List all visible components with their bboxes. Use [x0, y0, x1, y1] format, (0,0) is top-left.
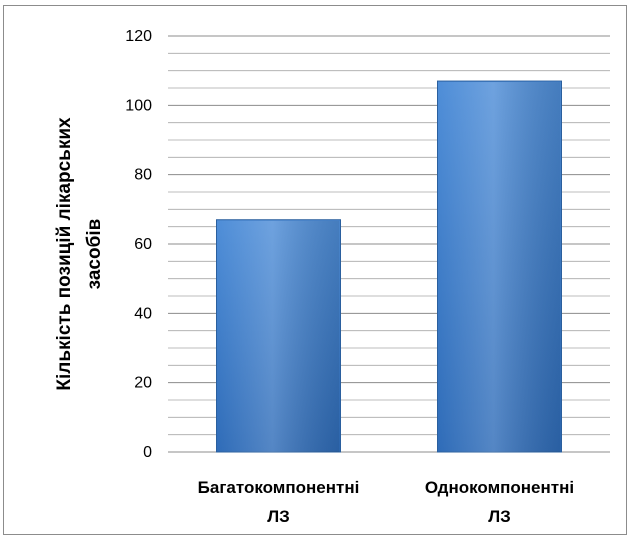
y-tick-label: 120 [125, 28, 152, 45]
y-tick-label: 40 [134, 305, 152, 322]
bars [216, 80, 562, 453]
y-axis-title: засобів [84, 219, 105, 290]
labels: 0 20 40 60 80 100 120 Багатокомпонентні ЛЗ Одноко… [54, 28, 574, 526]
bar-1-shading [217, 220, 340, 452]
y-tick-label: 0 [143, 444, 152, 461]
y-tick-label: 80 [134, 167, 152, 184]
x-category-label: ЛЗ [488, 507, 511, 526]
bar-2-shading [438, 82, 561, 453]
x-category-label: Багатокомпонентні [198, 478, 360, 497]
x-category-label: ЛЗ [267, 507, 290, 526]
y-tick-label: 20 [134, 375, 152, 392]
x-category-label: Однокомпонентні [425, 478, 574, 497]
y-tick-label: 100 [125, 97, 152, 114]
y-tick-label: 60 [134, 236, 152, 253]
y-axis-title: Кількість позицій лікарських [54, 117, 75, 391]
